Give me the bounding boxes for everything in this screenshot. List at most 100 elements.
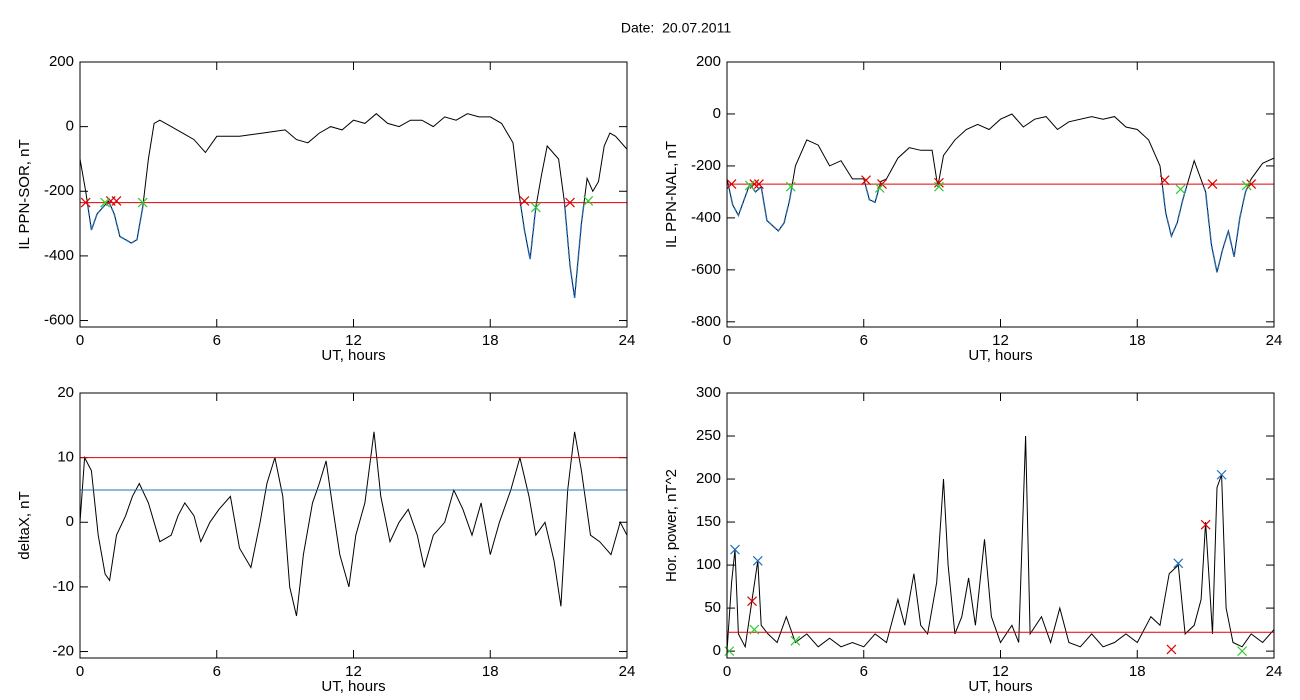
marker: [730, 544, 740, 555]
y-tick-label: -20: [52, 643, 74, 660]
x-tick-label: 24: [1266, 663, 1283, 680]
y-tick-label: -200: [691, 157, 721, 174]
plot-area: [727, 435, 1274, 652]
x-tick-label: 24: [1266, 332, 1283, 349]
x-tick-label: 6: [860, 332, 868, 349]
data-line-below: [727, 184, 1250, 273]
y-tick-label: 0: [66, 118, 74, 135]
y-tick-label: 200: [49, 53, 74, 70]
marker: [111, 196, 122, 206]
marker: [1159, 175, 1170, 186]
y-tick-label: 100: [696, 556, 721, 573]
y-tick-label: -800: [691, 313, 721, 330]
y-tick-label: 20: [57, 384, 74, 401]
x-tick-label: 12: [992, 663, 1009, 680]
marker: [753, 179, 764, 190]
x-tick-label: 24: [619, 663, 636, 680]
y-tick-label: 250: [696, 427, 721, 444]
x-tick-label: 0: [723, 663, 731, 680]
marker: [752, 555, 763, 566]
plot-area: [80, 113, 627, 299]
data-line: [80, 113, 627, 298]
x-axis-label: UT, hours: [968, 678, 1032, 695]
marker: [1200, 519, 1211, 530]
x-tick-label: 6: [213, 332, 221, 349]
x-axis-label: UT, hours: [968, 347, 1032, 364]
y-tick-label: -200: [44, 182, 74, 199]
y-tick-label: -10: [52, 578, 74, 595]
marker: [1207, 179, 1218, 190]
marker: [726, 179, 737, 190]
y-tick-label: 0: [713, 642, 721, 659]
marker: [1216, 469, 1227, 480]
x-tick-label: 18: [482, 332, 499, 349]
marker: [1237, 646, 1248, 657]
x-axis-label: UT, hours: [321, 678, 385, 695]
x-tick-label: 18: [1129, 332, 1146, 349]
marker: [744, 180, 755, 191]
plot-area: [80, 431, 627, 617]
marker: [565, 197, 575, 208]
marker: [100, 197, 110, 208]
marker: [785, 181, 796, 192]
x-tick-label: 24: [619, 332, 636, 349]
marker: [724, 646, 735, 657]
y-axis-label: IL PPN-SOR, nT: [16, 139, 33, 249]
y-tick-label: 300: [696, 384, 721, 401]
y-tick-label: -400: [44, 247, 74, 264]
below-area: [727, 184, 1250, 273]
marker: [934, 177, 944, 188]
marker: [1241, 180, 1252, 191]
y-tick-label: 10: [57, 449, 74, 466]
y-tick-label: 0: [66, 513, 74, 530]
y-axis-label: IL PPN-NAL, nT: [663, 141, 680, 248]
marker: [747, 596, 757, 607]
y-tick-label: -400: [691, 209, 721, 226]
data-line: [80, 431, 627, 617]
data-line: [727, 113, 1274, 273]
y-tick-label: 0: [713, 105, 721, 122]
page-title: Date: 20.07.2011: [621, 20, 731, 36]
y-tick-label: 200: [696, 53, 721, 70]
marker: [80, 197, 91, 208]
marker: [1175, 184, 1186, 195]
x-tick-label: 12: [345, 663, 362, 680]
x-tick-label: 12: [345, 332, 362, 349]
data-line-below: [86, 202, 585, 299]
marker: [1173, 558, 1184, 569]
x-tick-label: 6: [860, 663, 868, 680]
marker: [137, 197, 148, 208]
y-tick-label: 150: [696, 513, 721, 530]
x-axis-label: UT, hours: [321, 347, 385, 364]
marker: [583, 196, 594, 206]
y-tick-label: 50: [704, 599, 721, 616]
x-tick-label: 0: [76, 332, 84, 349]
y-tick-label: -600: [691, 261, 721, 278]
plot-area: [727, 113, 1274, 273]
y-tick-label: -600: [44, 312, 74, 329]
x-tick-label: 0: [76, 663, 84, 680]
y-axis-label: deltaX, nT: [16, 491, 33, 559]
x-tick-label: 12: [992, 332, 1009, 349]
x-tick-label: 6: [213, 663, 221, 680]
plot-frame: [726, 61, 1275, 328]
marker: [749, 624, 760, 635]
marker: [861, 175, 871, 186]
marker: [519, 196, 530, 206]
marker: [530, 202, 541, 213]
below-area: [86, 202, 585, 299]
y-tick-label: 200: [696, 470, 721, 487]
y-axis-label: Hor. power, nT^2: [663, 469, 680, 582]
plot-frame: [79, 392, 628, 659]
x-tick-label: 0: [723, 332, 731, 349]
x-tick-label: 18: [1129, 663, 1146, 680]
data-line: [727, 435, 1274, 652]
marker: [874, 183, 885, 193]
marker: [934, 181, 944, 192]
plot-frame: [726, 392, 1275, 659]
marker: [790, 635, 801, 646]
marker: [1166, 644, 1177, 655]
plot-frame: [79, 61, 628, 328]
x-tick-label: 18: [482, 663, 499, 680]
